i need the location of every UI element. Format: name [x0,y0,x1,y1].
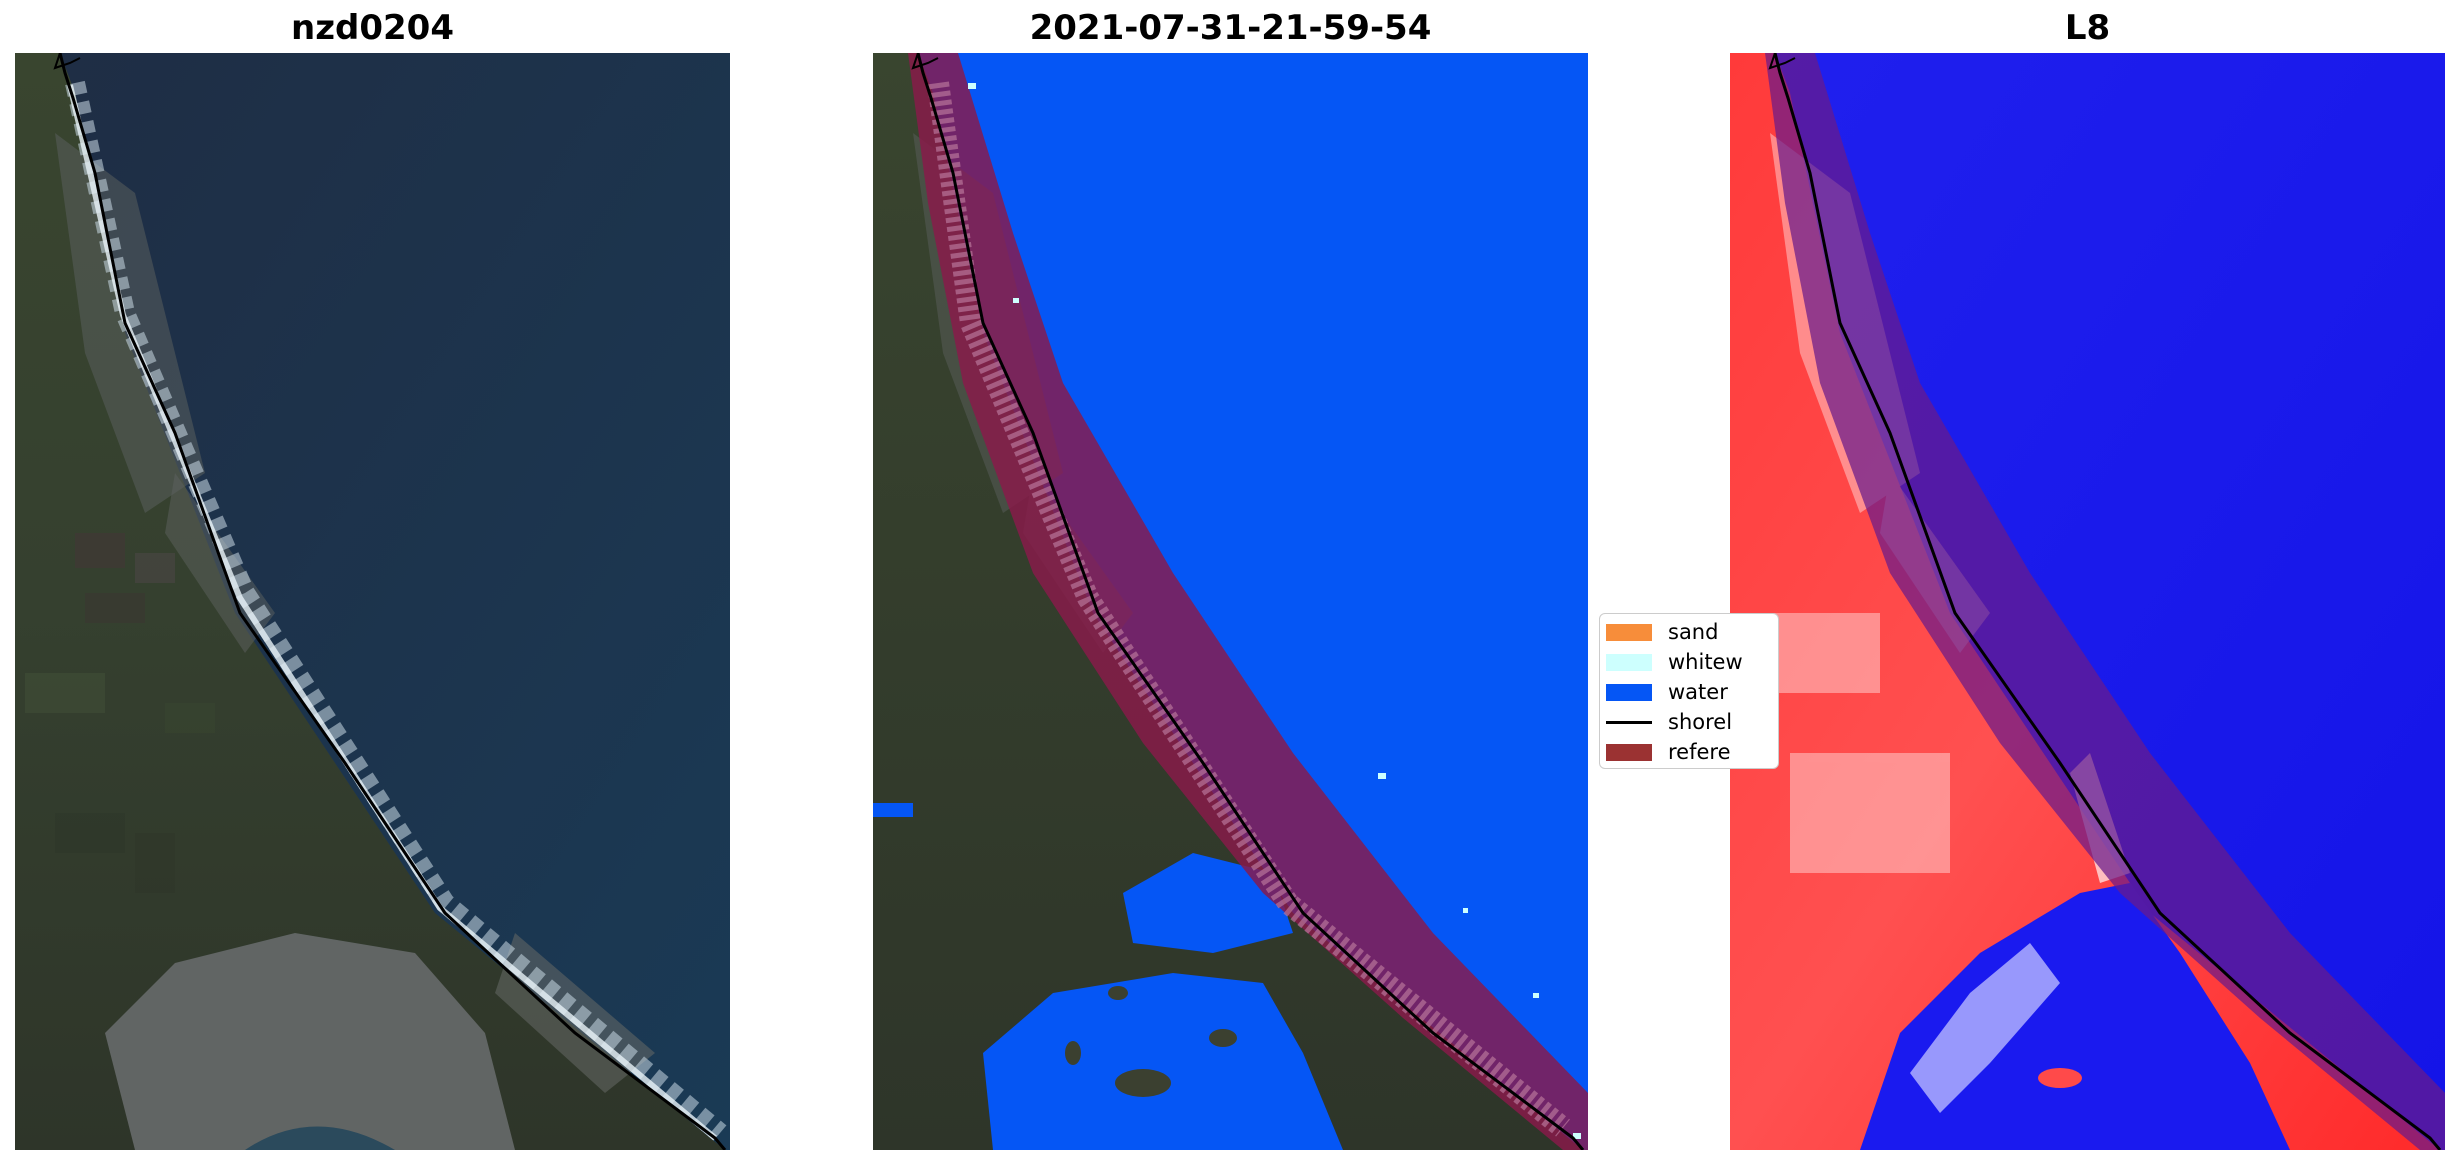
index-panel [1730,53,2445,1150]
land-area [15,53,725,1150]
estuary-water-class [983,973,1343,1150]
legend-label-water: water [1668,680,1728,704]
panel-title-mndwi: L8 [2064,8,2111,48]
legend: sand whitew water shorel refere [1599,613,1779,769]
headland-outline [53,53,81,70]
shoreline-line [1773,53,2442,1150]
shoreline-line [58,53,727,1150]
legend-swatch-sand [1606,623,1652,641]
legend-item-reference: refere [1600,738,1731,766]
breaking-waves [67,84,717,1141]
legend-line-shoreline [1606,720,1652,724]
legend-label-reference: refere [1668,740,1731,764]
legend-swatch-reference [1606,743,1652,761]
panel-title-classification: 2021-07-31-21-59-54 [1029,8,1432,48]
estuary-water-class-2 [1123,853,1293,953]
legend-swatch-water [1606,683,1652,701]
classification-image [873,53,1588,1150]
estuary-mudflat-index [1910,943,2060,1113]
land-area [873,53,1583,1150]
legend-swatch-whitewater [1606,653,1652,671]
rgb-image [15,53,730,1150]
surf-zone [65,80,727,1141]
headland-outline [911,53,939,70]
legend-item-shoreline: shorel [1600,708,1732,736]
legend-item-whitewater: whitew [1600,648,1743,676]
mudflat-islands [1065,986,1237,1097]
headland-outline [1768,53,1796,70]
estuary-mudflat [105,933,515,1150]
shoreline-line [916,53,1585,1150]
reference-buffer-band [908,53,1588,1150]
legend-item-water: water [1600,678,1728,706]
panel-title-rgb: nzd0204 [291,8,454,48]
land-index-area [1730,53,2440,1150]
field-patches [25,533,215,893]
classification-panel [873,53,1588,1150]
rgb-image-panel [15,53,730,1150]
whitewater-class-pixels [968,83,1581,1139]
estuary-island-index [2038,1068,2082,1088]
legend-item-sand: sand [1600,618,1718,646]
sand-class-pixels [927,81,1570,1137]
index-image [1730,53,2445,1150]
legend-label-sand: sand [1668,620,1719,644]
legend-label-whitewater: whitew [1668,650,1743,674]
inland-water-class [873,803,913,817]
legend-label-shoreline: shorel [1668,710,1733,734]
reference-buffer-band [1765,53,2445,1150]
estuary-channel [245,1126,395,1150]
